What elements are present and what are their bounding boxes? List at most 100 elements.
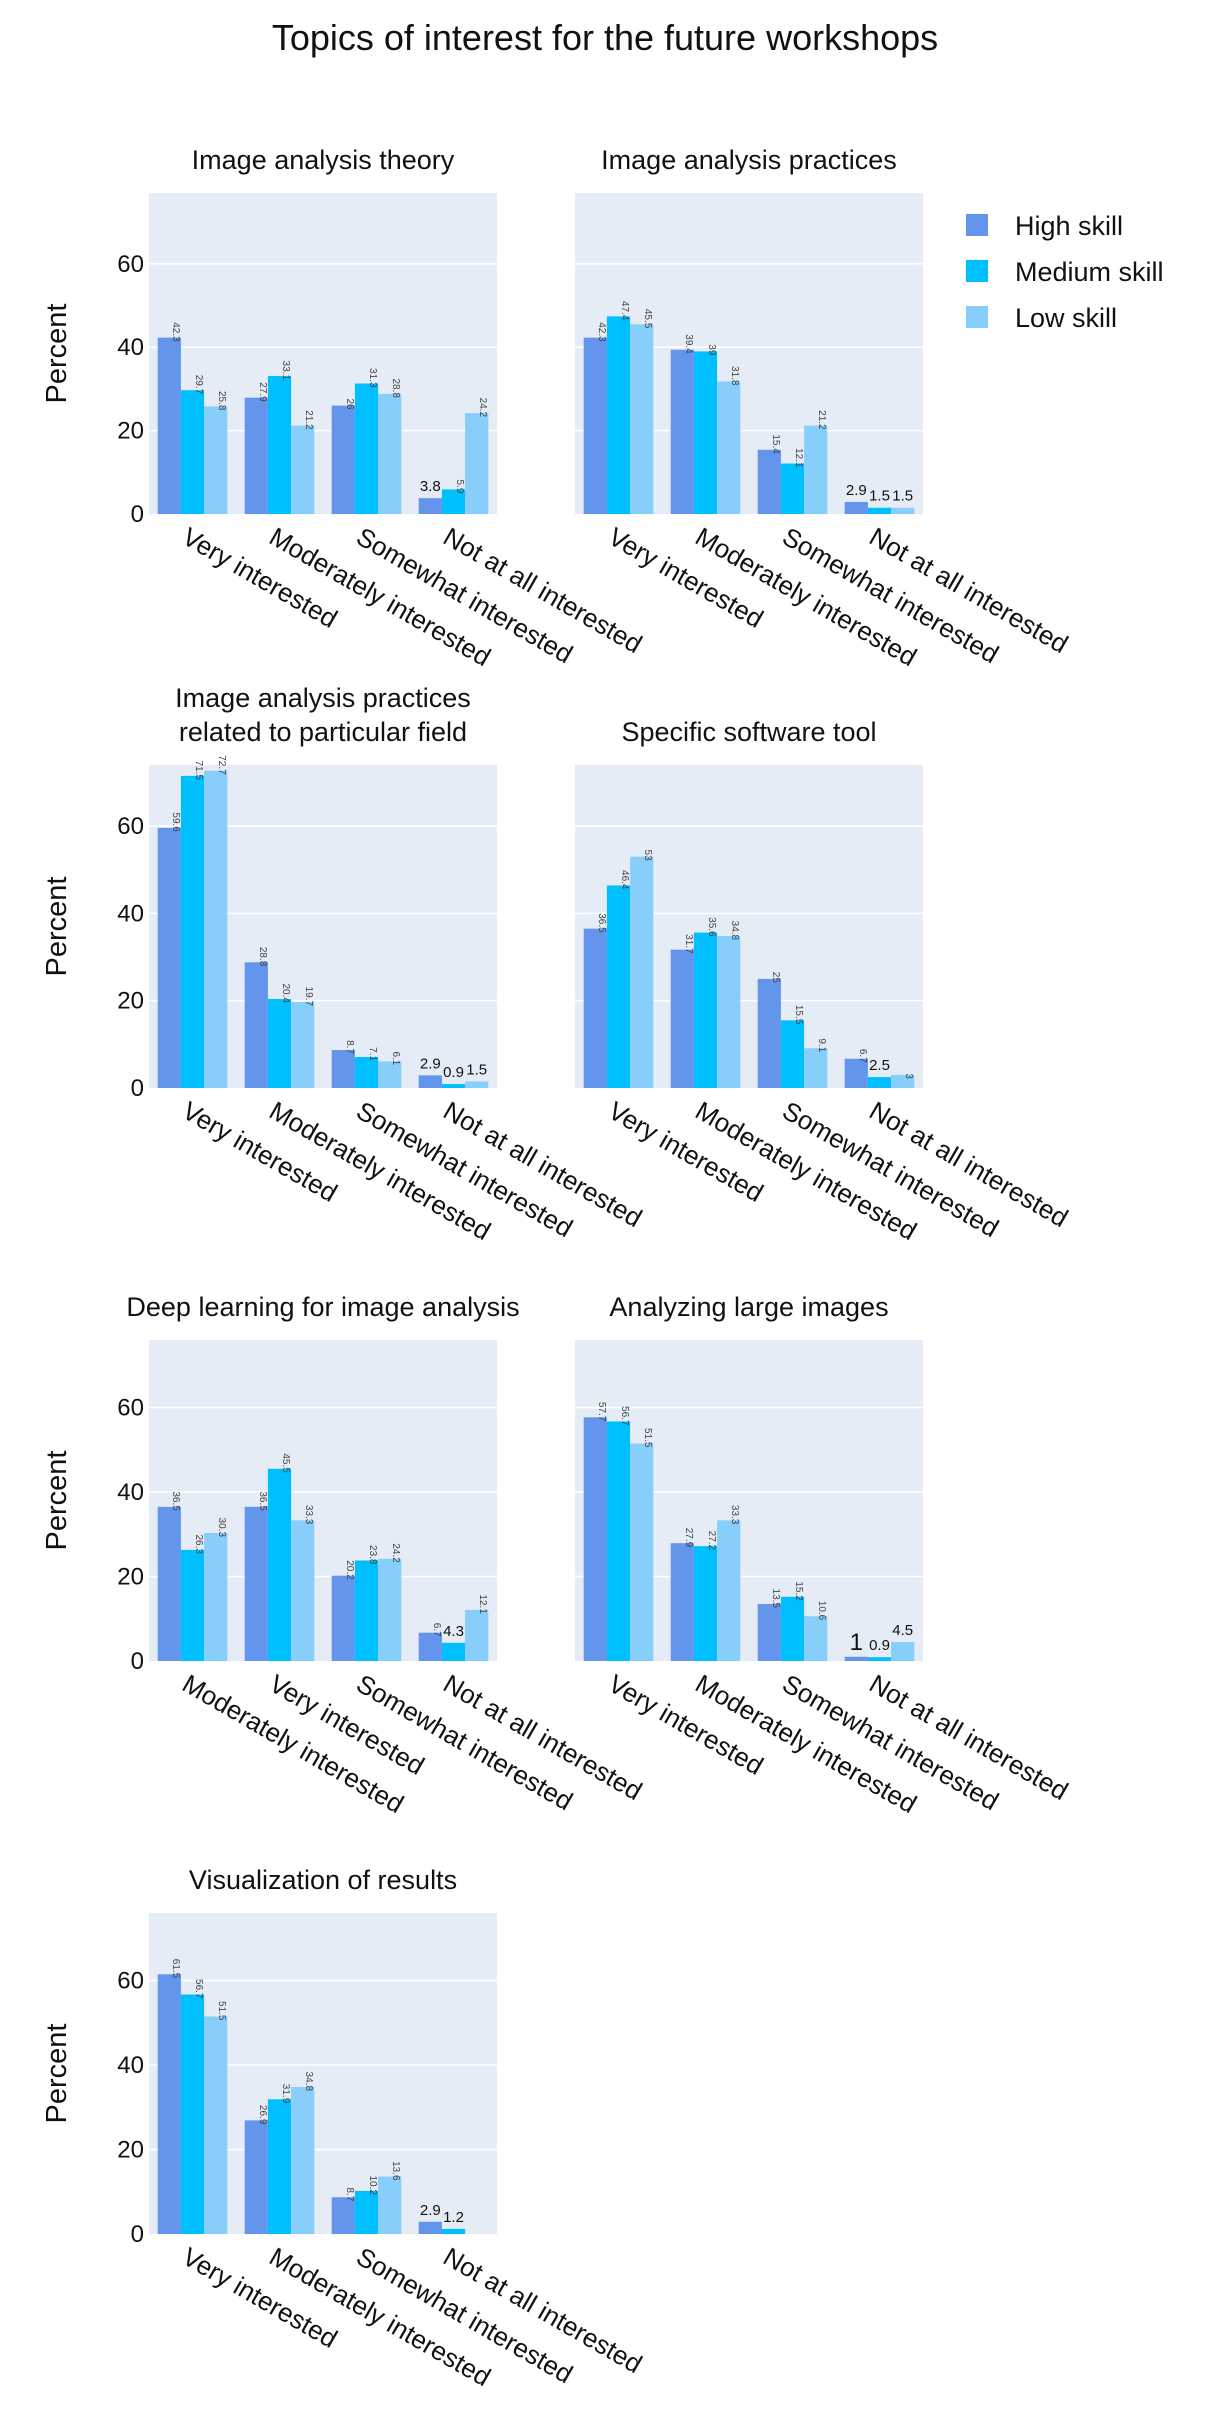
bar-value-label: 15.2 [793, 1581, 804, 1601]
bar-value-label: 20.4 [280, 983, 291, 1003]
bar-low-skill-moderately-interested [291, 2087, 315, 2234]
bar-value-label: 34.8 [303, 2072, 314, 2092]
bar-low-skill-moderately-interested [291, 425, 315, 514]
bar-value-label: 31.3 [367, 368, 378, 388]
bar-low-skill-very-interested [630, 1443, 654, 1661]
bar-value-label: 8.7 [344, 2187, 355, 2201]
bar-high-skill-not-at-all-interested [418, 1632, 442, 1661]
bar-medium-skill-very-interested [606, 885, 631, 1088]
y-tick-label: 60 [117, 1968, 144, 1995]
bar-high-skill-somewhat-interested [757, 1603, 781, 1661]
y-tick-label: 40 [117, 2052, 144, 2079]
bar-value-label: 27.9 [683, 1528, 694, 1548]
bar-high-skill-very-interested [244, 1506, 268, 1661]
bar-value-label: 59.6 [170, 812, 181, 832]
bar-value-label: 21.2 [816, 410, 827, 430]
bar-medium-skill-very-interested [606, 316, 631, 514]
bar-value-label: 21.2 [303, 410, 314, 430]
y-tick-label: 40 [117, 900, 144, 927]
bar-medium-skill-somewhat-interested [780, 463, 805, 514]
bar-value-label: 24.2 [390, 1543, 401, 1563]
bar-value-label: 51.5 [216, 2001, 227, 2021]
bar-low-skill-not-at-all-interested [465, 1609, 489, 1661]
bar-high-skill-not-at-all-interested [844, 1656, 868, 1661]
bar-low-skill-not-at-all-interested [891, 1074, 915, 1088]
bar-value-label: 23.8 [367, 1545, 378, 1565]
y-tick-label: 60 [117, 1395, 144, 1422]
bar-high-skill-very-interested [157, 827, 181, 1088]
bar-high-skill-moderately-interested [670, 1543, 694, 1661]
bar-value-label: 6.7 [431, 1623, 442, 1637]
legend-label-high-skill: High skill [1015, 211, 1123, 241]
panel-title: Specific software tool [621, 717, 876, 747]
bar-medium-skill-not-at-all-interested [867, 507, 892, 514]
bar-value-label: 3.8 [420, 478, 441, 495]
bar-value-label: 51.5 [642, 1428, 653, 1448]
bar-value-label: 53 [642, 850, 653, 862]
panel-title: Analyzing large images [609, 1292, 888, 1322]
bar-high-skill-very-interested [583, 928, 607, 1088]
bar-high-skill-very-interested [157, 1974, 181, 2234]
legend-label-medium-skill: Medium skill [1015, 257, 1164, 287]
bar-high-skill-somewhat-interested [331, 405, 355, 514]
bar-high-skill-very-interested [583, 1417, 607, 1661]
bar-medium-skill-moderately-interested [267, 2099, 292, 2234]
bar-low-skill-not-at-all-interested [891, 1641, 915, 1661]
bar-value-label: 34.8 [729, 921, 740, 941]
bar-low-skill-moderately-interested [717, 1520, 741, 1661]
bar-medium-skill-somewhat-interested [354, 1057, 379, 1088]
bar-value-label: 35.6 [706, 917, 717, 937]
bar-value-label: 30.3 [216, 1518, 227, 1538]
legend-swatch-low-skill [966, 306, 988, 328]
panel-image-analysis-theory: 0 20 40 60 Image analysis theory Percent 42.3 2… [41, 145, 647, 672]
bar-medium-skill-very-interested [180, 1994, 205, 2234]
bar-low-skill-moderately-interested [717, 381, 741, 514]
bar-value-label: 28.8 [390, 378, 401, 398]
bar-value-label: 10.2 [367, 2175, 378, 2195]
bar-low-skill-somewhat-interested [804, 425, 828, 514]
bar-value-label: 20.2 [344, 1560, 355, 1580]
bar-low-skill-somewhat-interested [804, 1048, 828, 1088]
bar-value-label: 31.8 [729, 366, 740, 386]
figure-title: Topics of interest for the future worksh… [272, 17, 938, 58]
bar-high-skill-not-at-all-interested [418, 498, 442, 514]
bar-value-label: 31.7 [683, 934, 694, 954]
bar-value-label: 27.9 [257, 382, 268, 402]
bar-low-skill-moderately-interested [204, 1533, 228, 1661]
panel-deep-learning-for-image-analysis: 0 20 40 60 Deep learning for image analysis P… [41, 1292, 647, 1819]
bar-low-skill-moderately-interested [717, 936, 741, 1088]
bar-value-label: 56.7 [193, 1979, 204, 1999]
bar-value-label: 2.9 [420, 1055, 441, 1072]
panels: 0 20 40 60 Image analysis theory Percent 42.3 2… [41, 145, 1073, 2392]
bar-value-label: 47.4 [619, 301, 630, 321]
y-tick-label: 0 [131, 1075, 144, 1102]
bar-value-label: 1 [850, 1629, 863, 1656]
bar-high-skill-not-at-all-interested [418, 1075, 442, 1088]
y-tick-label: 20 [117, 418, 144, 445]
legend-swatch-high-skill [966, 214, 988, 236]
bar-low-skill-not-at-all-interested [465, 413, 489, 514]
bar-value-label: 42.3 [170, 322, 181, 342]
bar-high-skill-somewhat-interested [331, 1050, 355, 1088]
y-tick-label: 0 [131, 501, 144, 528]
bar-low-skill-somewhat-interested [378, 1558, 402, 1661]
panel-visualization-of-results: 0 20 40 60 Visualization of results Percent 61… [41, 1865, 647, 2392]
bar-value-label: 4.5 [892, 1622, 913, 1639]
bar-low-skill-somewhat-interested [378, 1061, 402, 1088]
bar-value-label: 12.1 [477, 1594, 488, 1614]
bar-low-skill-not-at-all-interested [891, 507, 915, 514]
bar-value-label: 57.7 [596, 1402, 607, 1422]
bar-high-skill-moderately-interested [244, 2120, 268, 2234]
y-tick-label: 20 [117, 2137, 144, 2164]
bar-medium-skill-not-at-all-interested [441, 1642, 466, 1661]
bar-value-label: 9.1 [816, 1038, 827, 1052]
panel-title: Visualization of results [189, 1865, 457, 1895]
bar-value-label: 10.6 [816, 1601, 827, 1621]
bar-value-label: 2.9 [846, 482, 867, 499]
bar-medium-skill-somewhat-interested [354, 1560, 379, 1661]
bar-value-label: 13.6 [390, 2161, 401, 2181]
bar-high-skill-somewhat-interested [757, 449, 781, 514]
